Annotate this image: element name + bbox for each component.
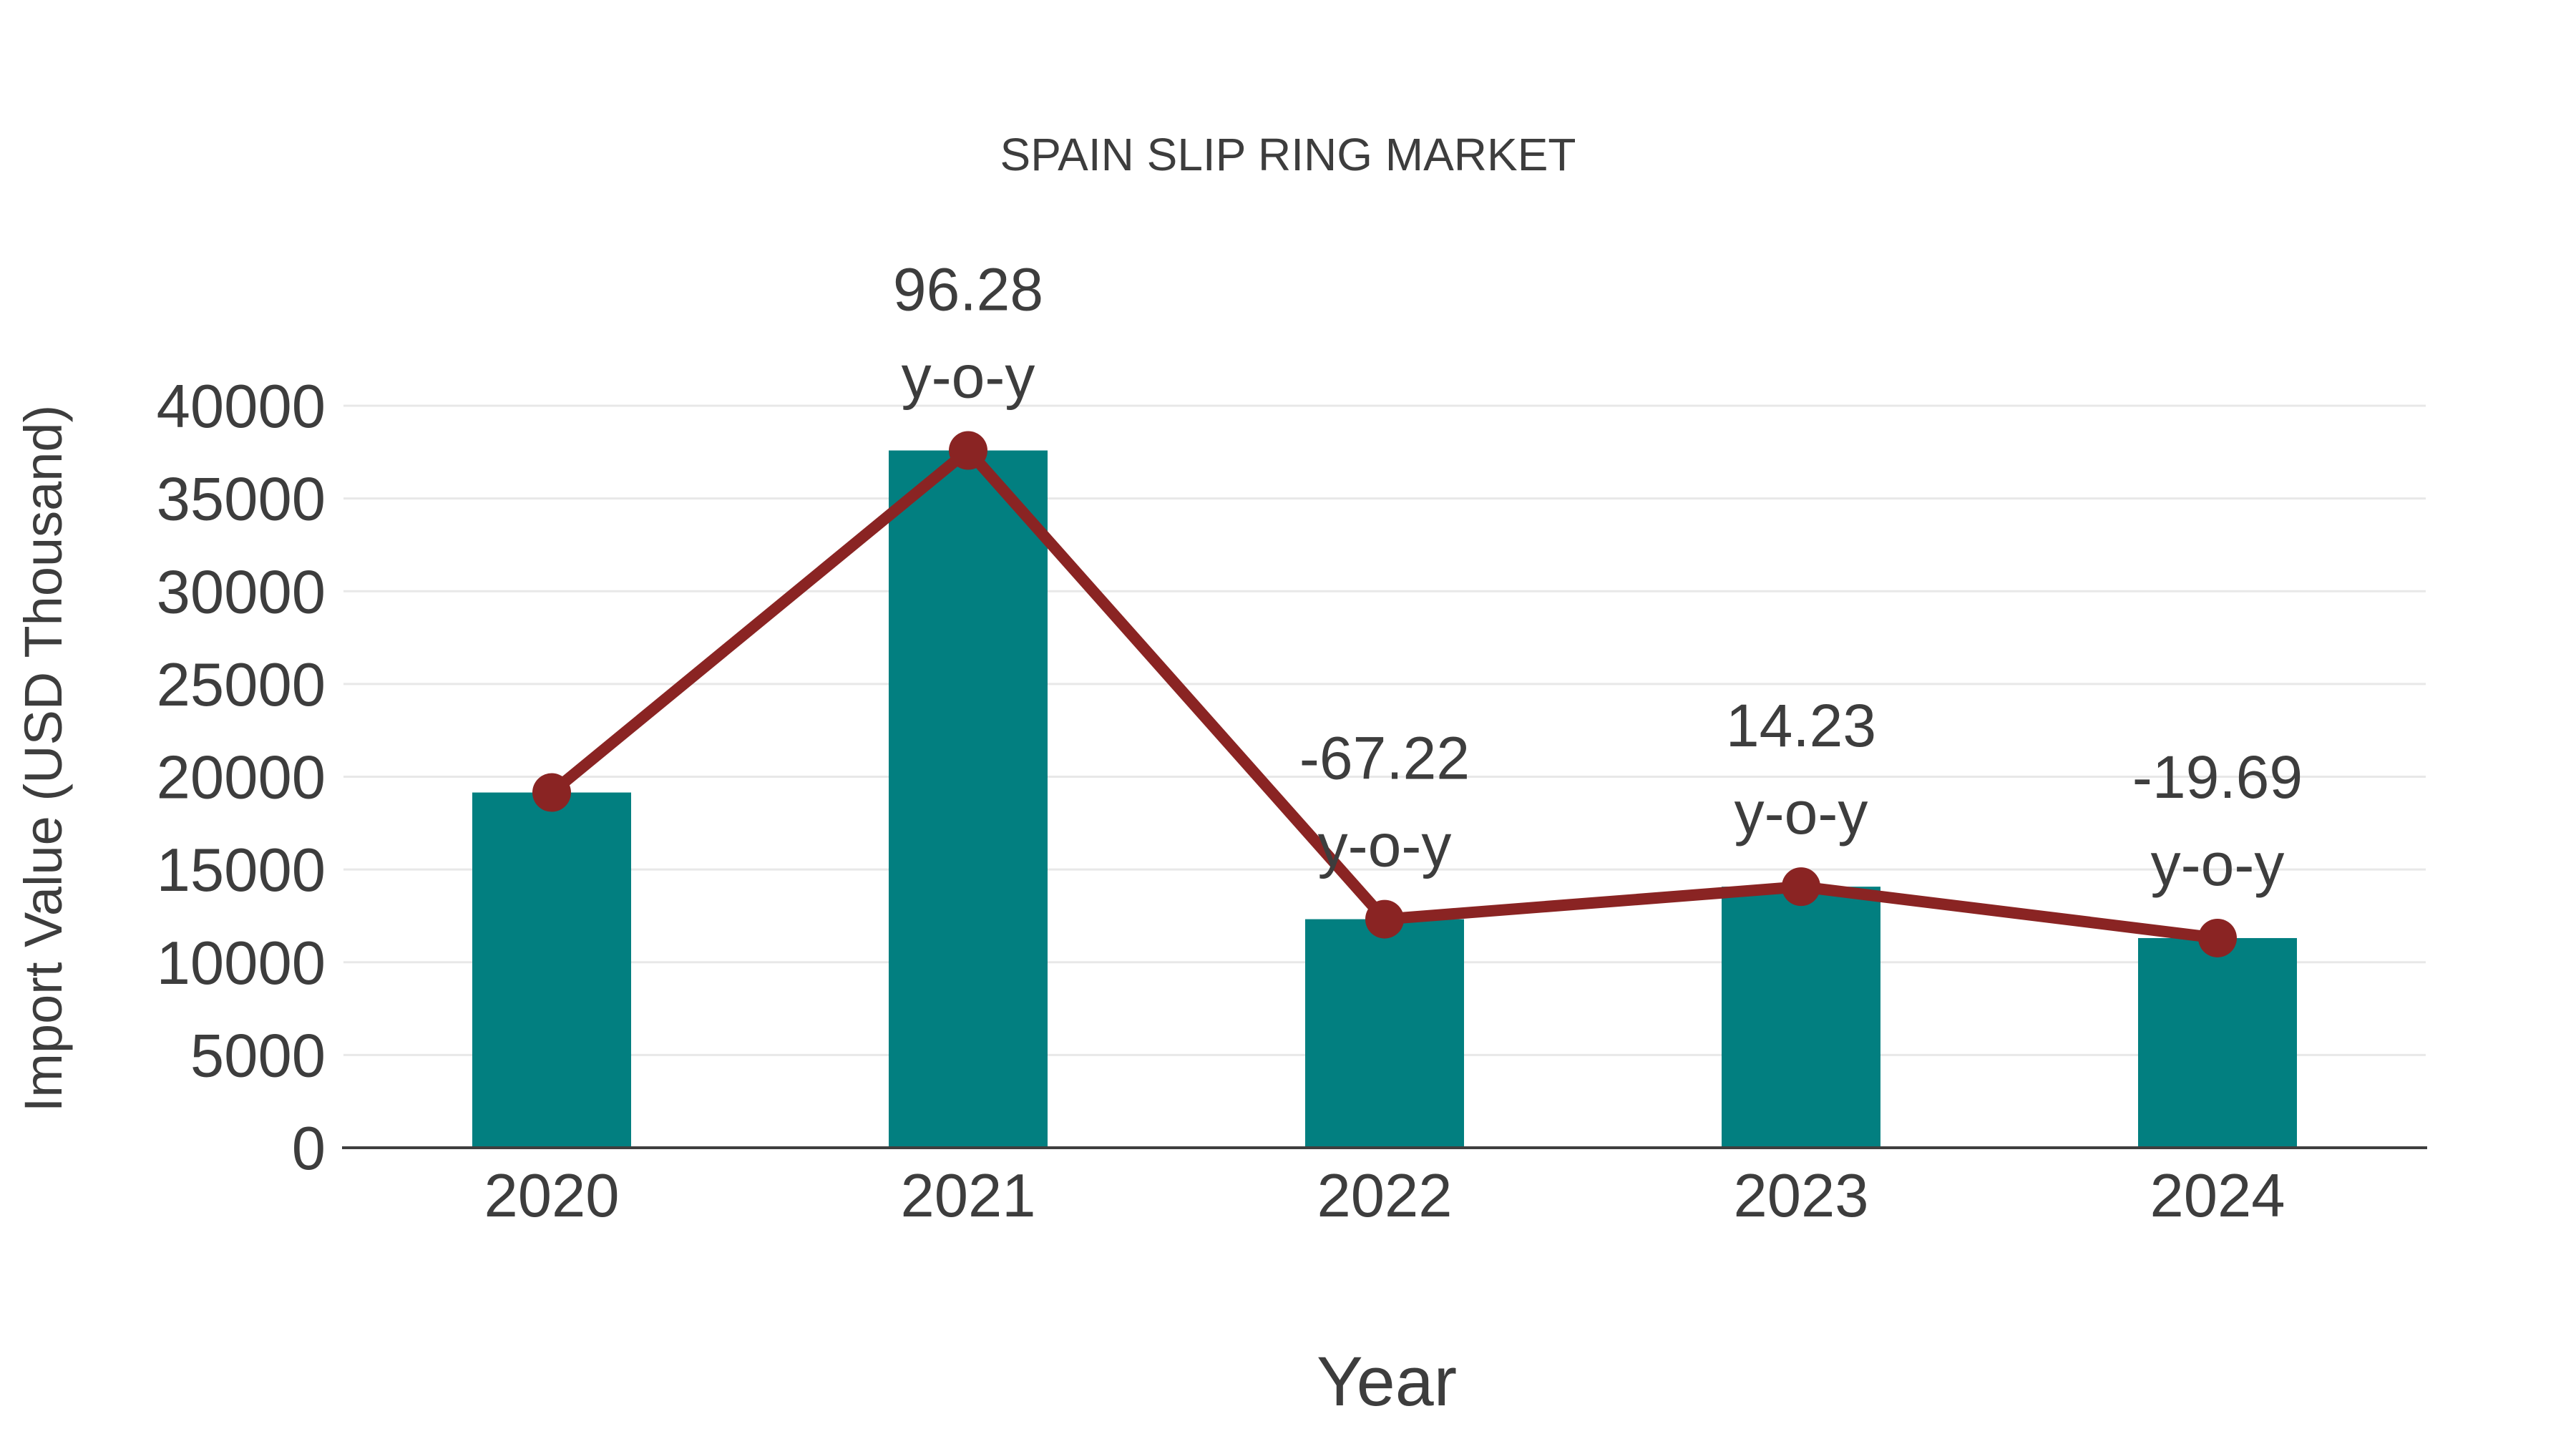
bar-series: [472, 450, 2297, 1146]
bar-2020: [472, 792, 631, 1146]
annotation-label-2023: y-o-y: [1735, 779, 1868, 847]
x-tick-label-2024: 2024: [2150, 1162, 2285, 1230]
y-axis-title: Import Value (USD Thousand): [14, 405, 73, 1113]
yoy-marker-2022: [1365, 899, 1404, 939]
y-tick-label: 10000: [157, 930, 326, 997]
y-tick-label: 5000: [190, 1022, 326, 1090]
y-tick-label: 25000: [157, 651, 326, 719]
annotation-label-2021: y-o-y: [902, 343, 1035, 411]
annotation-value-2021: 96.28: [893, 256, 1043, 323]
yoy-marker-2023: [1782, 867, 1820, 907]
x-tick-labels: 2020 2021 2022 2023 2024: [484, 1162, 2285, 1230]
x-tick-label-2021: 2021: [900, 1162, 1035, 1230]
annotation-value-2022: -67.22: [1299, 725, 1470, 792]
line-series: [532, 431, 2237, 957]
annotation-value-2024: -19.69: [2132, 743, 2303, 811]
annotation-label-2024: y-o-y: [2151, 831, 2285, 898]
x-tick-label-2023: 2023: [1733, 1162, 1868, 1230]
x-axis-title: Year: [1317, 1342, 1457, 1420]
x-tick-label-2022: 2022: [1317, 1162, 1452, 1230]
annotation-value-2023: 14.23: [1726, 692, 1876, 759]
y-tick-label: 30000: [157, 558, 326, 626]
yoy-marker-2020: [532, 773, 571, 812]
yoy-marker-2024: [2198, 918, 2237, 957]
y-tick-label: 20000: [157, 744, 326, 812]
y-tick-labels: 0 5000 10000 15000 20000 25000 30000 35000 40000: [157, 373, 326, 1183]
bar-2022: [1305, 919, 1464, 1146]
yoy-marker-2021: [949, 431, 987, 470]
bar-2021: [889, 450, 1048, 1146]
x-tick-label-2020: 2020: [484, 1162, 619, 1230]
annotations: 96.28 y-o-y -67.22 y-o-y 14.23 y-o-y -19.69 y-o…: [893, 256, 2303, 898]
y-tick-label: 0: [292, 1115, 326, 1183]
bar-2024: [2138, 937, 2297, 1146]
bar-2023: [1722, 887, 1880, 1146]
y-tick-label: 40000: [157, 373, 326, 441]
y-tick-label: 35000: [157, 466, 326, 534]
chart-title: SPAIN SLIP RING MARKET: [1000, 129, 1576, 180]
annotation-label-2022: y-o-y: [1318, 812, 1452, 879]
y-tick-label: 15000: [157, 836, 326, 904]
